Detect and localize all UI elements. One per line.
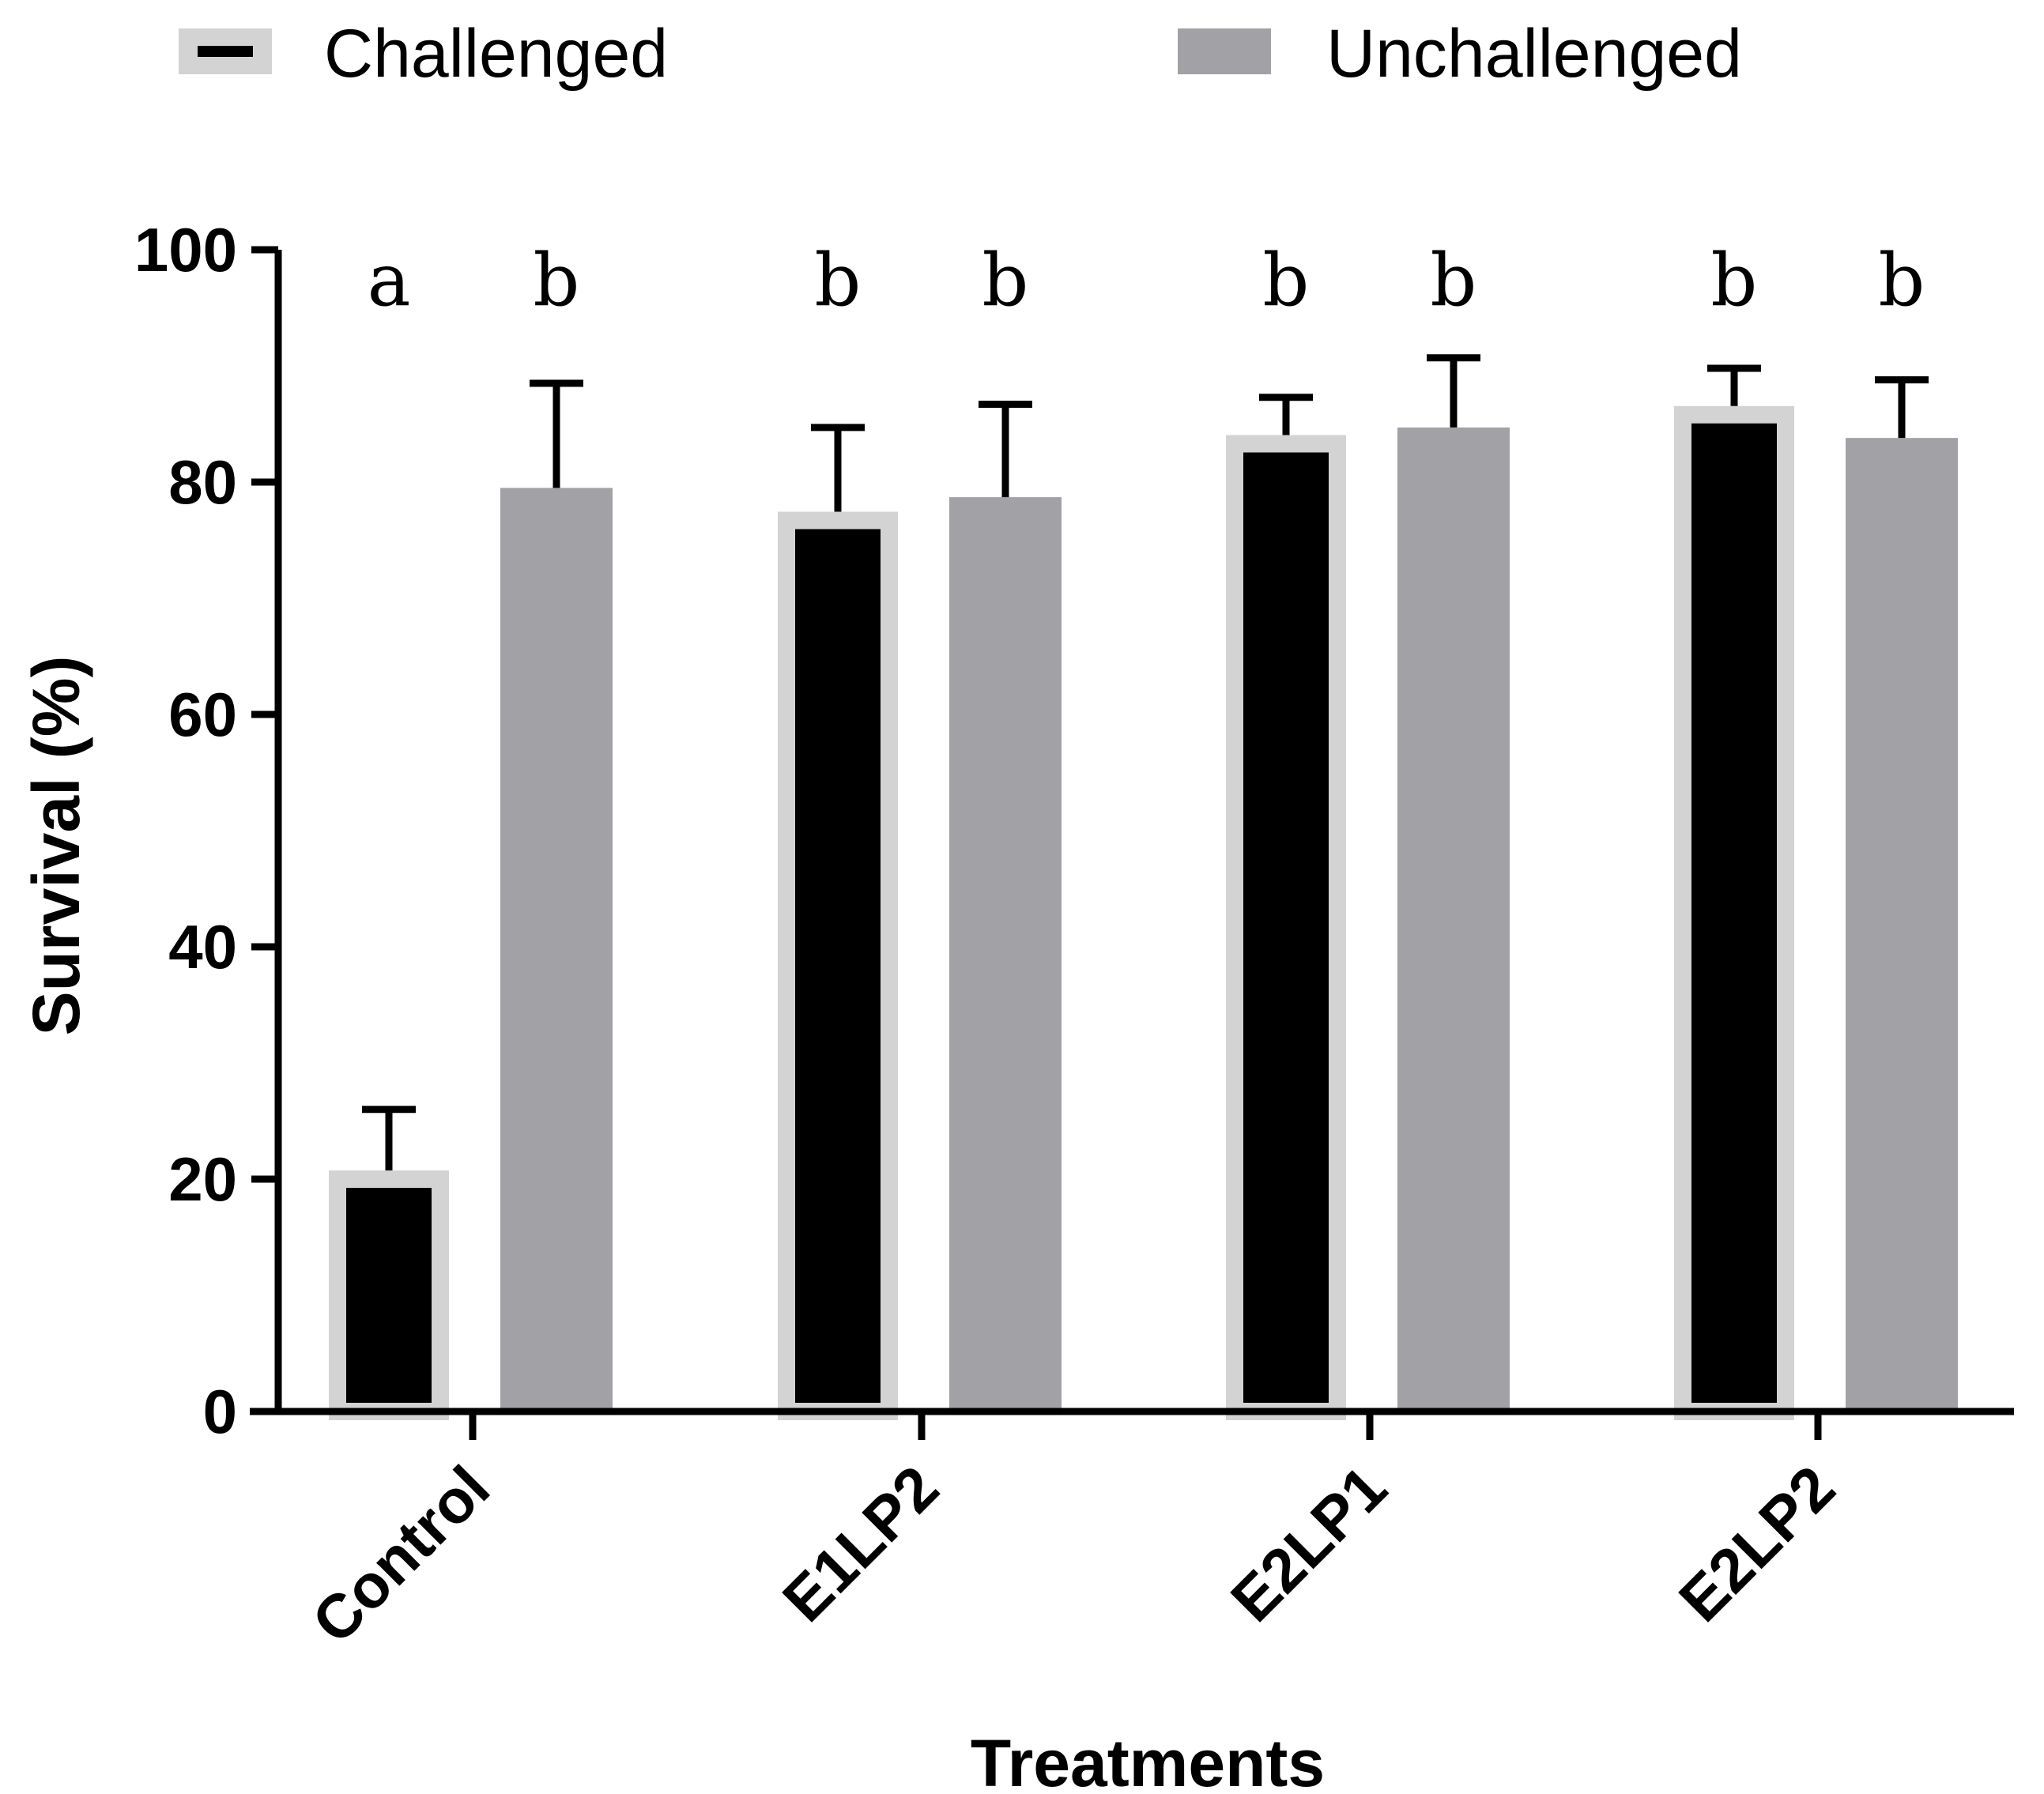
bar-unchallenged-e2lp1 (1397, 427, 1510, 1412)
y-tick-label-60: 60 (168, 680, 237, 749)
x-tick-label-e1lp2: E1LP2 (769, 1453, 952, 1635)
sig-letter-challenged-e1lp2: b (815, 238, 862, 322)
x-axis-ticks: Control E1LP2 E2LP1 E2LP2 (299, 1411, 1848, 1656)
sig-letter-unchallenged-e2lp2: b (1879, 238, 1925, 322)
y-tick-label-0: 0 (203, 1377, 237, 1446)
x-tick-label-e2lp1: E2LP1 (1217, 1453, 1400, 1635)
x-tick-label-e2lp2: E2LP2 (1665, 1453, 1848, 1635)
sig-letter-challenged-e2lp1: b (1263, 238, 1310, 322)
y-tick-label-100: 100 (134, 215, 237, 285)
bar-challenged-e1lp2 (778, 511, 898, 1420)
legend-swatch-unchallenged (1178, 28, 1271, 74)
y-tick-label-40: 40 (168, 912, 237, 982)
legend-item-challenged: Challenged (179, 16, 668, 92)
sig-letter-challenged-e2lp2: b (1711, 238, 1758, 322)
legend-swatch-challenged-core (198, 46, 253, 57)
bar-challenged-e2lp2 (1674, 405, 1794, 1420)
sig-letter-unchallenged-e1lp2: b (982, 238, 1029, 322)
sig-letter-unchallenged-e2lp1: b (1431, 238, 1477, 322)
x-tick-label-control: Control (299, 1453, 503, 1656)
legend-label-unchallenged: Unchallenged (1326, 16, 1742, 92)
bar-unchallenged-e1lp2 (949, 497, 1062, 1411)
y-tick-label-80: 80 (168, 447, 237, 517)
legend-label-challenged: Challenged (324, 16, 668, 92)
y-tick-label-20: 20 (168, 1144, 237, 1214)
bar-unchallenged-control (500, 488, 613, 1411)
sig-letter-challenged-control: a (368, 238, 411, 322)
bar-challenged-e2lp1 (1226, 435, 1346, 1420)
bars-layer (329, 405, 1958, 1420)
significance-letters-layer: a b b bb b b b (368, 238, 1925, 322)
error-bars-layer (362, 354, 1929, 1170)
sig-letter-unchallenged-control: b (534, 238, 580, 322)
y-axis-ticks: 0 20 40 60 80 100 (134, 215, 278, 1446)
legend: Challenged Unchallenged (179, 16, 1742, 92)
legend-item-unchallenged: Unchallenged (1178, 16, 1742, 92)
y-axis-title: Survival (%) (19, 656, 93, 1036)
x-axis-title: Treatments (971, 1726, 1325, 1794)
bar-unchallenged-e2lp2 (1846, 438, 1958, 1411)
bar-challenged-control (329, 1170, 449, 1420)
